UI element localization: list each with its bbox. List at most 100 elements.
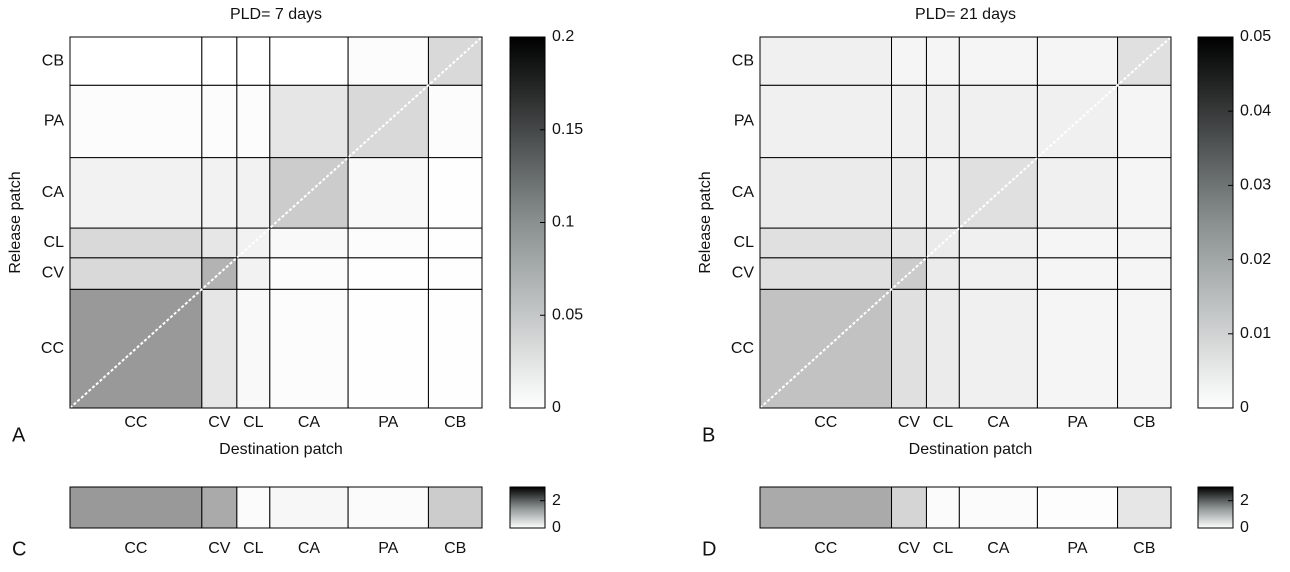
colorbar-tick-label: 0	[1240, 399, 1249, 416]
colorbar-tick-label: 0.03	[1240, 177, 1271, 194]
x-axis-label: Destination patch	[219, 441, 343, 458]
heatmap-cell	[759, 157, 893, 229]
heatmap-cell	[958, 227, 1038, 259]
x-category-label: CL	[243, 540, 264, 557]
diagonal	[759, 36, 1172, 409]
colorbar-tick-label: 0.02	[1240, 251, 1271, 268]
heatmap-cell	[759, 84, 893, 159]
x-category-label: CV	[898, 414, 921, 431]
heatmap-cell	[1036, 36, 1119, 86]
x-category-label: CB	[444, 540, 466, 557]
heatmap-cell	[201, 288, 238, 409]
strip-cell	[1117, 486, 1172, 529]
heatmap-cell	[347, 36, 429, 86]
heatmap-cell	[1117, 257, 1172, 290]
panel-label: A	[12, 424, 26, 446]
colorbar-tick-label: 0	[1240, 519, 1249, 536]
y-category-label: CV	[42, 265, 65, 282]
strip-cell	[69, 486, 203, 529]
heatmap-cell	[891, 227, 927, 259]
colorbar	[509, 486, 546, 529]
colorbar-tick-label: 0.04	[1240, 102, 1271, 119]
y-category-label: CV	[732, 265, 755, 282]
heatmap-cell	[69, 36, 203, 86]
colorbar-tick-label: 2	[552, 492, 561, 509]
y-category-label: CA	[732, 184, 755, 201]
heatmap-cell	[925, 36, 960, 86]
heatmap-cell	[236, 36, 271, 86]
heatmap-cell	[347, 157, 429, 229]
heatmap-cell	[427, 84, 483, 159]
heatmap-cell	[1036, 288, 1119, 409]
y-category-label: PA	[44, 113, 64, 130]
heatmap-cell	[347, 227, 429, 259]
heatmap-cell	[759, 227, 893, 259]
x-category-label: CV	[208, 540, 231, 557]
heatmap-cell	[69, 84, 203, 159]
x-category-label: CL	[933, 414, 954, 431]
heatmap-cell	[1036, 157, 1119, 229]
x-axis-label: Destination patch	[909, 441, 1033, 458]
frame	[69, 36, 483, 409]
heatmap-cell	[236, 288, 271, 409]
strip-cell	[347, 486, 429, 529]
heatmap-cell	[201, 227, 238, 259]
heatmap-cell	[891, 288, 927, 409]
heatmap-cell	[1036, 257, 1119, 290]
heatmap-cell	[201, 157, 238, 229]
heatmap-cell	[958, 257, 1038, 290]
heatmap-cell	[269, 257, 349, 290]
heatmap-cell	[69, 227, 203, 259]
heatmap-cell	[1117, 84, 1172, 159]
x-category-label: PA	[1067, 540, 1087, 557]
strip-cell	[759, 486, 893, 529]
x-category-label: CC	[124, 540, 147, 557]
heatmap-cell	[427, 257, 483, 290]
heatmap-cell	[925, 84, 960, 159]
y-category-label: PA	[734, 113, 754, 130]
strip-cell	[236, 486, 271, 529]
diagonal	[69, 36, 483, 409]
strip-cell	[427, 486, 483, 529]
heatmap-cell	[69, 257, 203, 290]
panel-label: C	[12, 538, 26, 560]
strip-cell	[201, 486, 238, 529]
heatmap-cell	[236, 84, 271, 159]
colorbar-tick-label: 2	[1240, 492, 1249, 509]
heatmap-cell	[1036, 227, 1119, 259]
heatmap-cell	[759, 36, 893, 86]
heatmap-cell	[1117, 288, 1172, 409]
colorbar-tick-label: 0.05	[552, 306, 583, 323]
heatmap-cell	[925, 157, 960, 229]
heatmap-cell	[236, 157, 271, 229]
y-category-label: CC	[731, 340, 754, 357]
colorbar-tick-label: 0.2	[552, 28, 574, 45]
heatmap-cell	[958, 36, 1038, 86]
x-category-label: CC	[814, 414, 837, 431]
y-axis-label: Release patch	[697, 171, 714, 273]
heatmap-cell	[201, 36, 238, 86]
y-category-label: CL	[734, 234, 755, 251]
colorbar-tick-label: 0	[552, 519, 561, 536]
x-category-label: CV	[208, 414, 231, 431]
colorbar-tick-label: 0.01	[1240, 325, 1271, 342]
y-axis-label: Release patch	[7, 171, 24, 273]
x-category-label: CA	[298, 414, 321, 431]
heatmap-cell	[958, 288, 1038, 409]
x-category-label: CB	[1133, 414, 1155, 431]
heatmap-cell	[236, 257, 271, 290]
heatmap-cell	[1117, 227, 1172, 259]
x-category-label: PA	[1067, 414, 1087, 431]
heatmap-cell	[347, 288, 429, 409]
colorbar-tick-label: 0	[552, 399, 561, 416]
x-category-label: CL	[933, 540, 954, 557]
heatmap-cell	[347, 257, 429, 290]
strip-cell	[958, 486, 1038, 529]
x-category-label: CB	[444, 414, 466, 431]
colorbar-tick-label: 0.05	[1240, 28, 1271, 45]
y-category-label: CA	[42, 184, 65, 201]
x-category-label: CA	[298, 540, 321, 557]
x-category-label: CL	[243, 414, 264, 431]
y-category-label: CB	[732, 52, 754, 69]
